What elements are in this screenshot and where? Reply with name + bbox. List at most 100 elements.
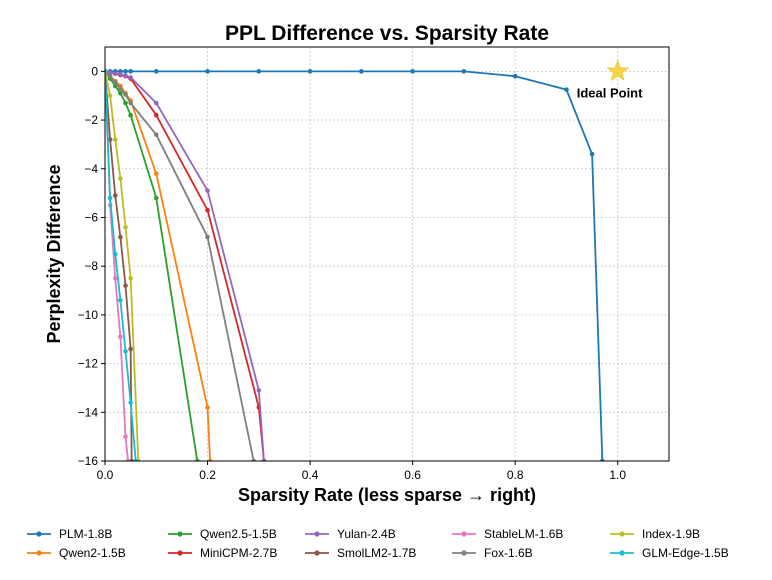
legend-item-glm-edge-1-5b: GLM-Edge-1.5B <box>610 546 729 560</box>
legend-item-plm-1-8b: PLM-1.8B <box>27 527 112 541</box>
data-point <box>205 69 210 74</box>
legend-item-qwen2-1-5b: Qwen2-1.5B <box>27 546 126 560</box>
legend-marker <box>461 550 467 556</box>
legend-label: Fox-1.6B <box>484 546 533 560</box>
y-tick-label: −12 <box>78 357 99 371</box>
data-point <box>107 93 113 99</box>
legend-label: StableLM-1.6B <box>484 527 563 541</box>
data-point <box>128 400 133 405</box>
legend-label: MiniCPM-2.7B <box>200 546 277 560</box>
data-point <box>125 458 131 461</box>
data-point <box>205 405 210 410</box>
y-tick-label: −14 <box>78 405 99 419</box>
legend-item-index-1-9b: Index-1.9B <box>610 527 700 541</box>
x-tick-label: 1.0 <box>609 468 626 482</box>
series-line-fox-1-6b <box>105 70 255 461</box>
data-point <box>123 73 128 79</box>
data-point <box>205 188 210 193</box>
legend-label: Index-1.9B <box>642 527 700 541</box>
data-point <box>194 458 200 461</box>
data-point <box>107 137 113 142</box>
y-tick-label: −8 <box>84 259 98 273</box>
data-point <box>105 69 108 74</box>
data-point <box>205 234 210 240</box>
data-point <box>128 75 133 80</box>
data-point <box>410 69 415 74</box>
legend-label: SmolLM2-1.7B <box>337 546 416 560</box>
legend-item-smollm2-1-7b: SmolLM2-1.7B <box>305 546 416 560</box>
data-point <box>118 297 123 303</box>
y-tick-label: −10 <box>78 308 99 322</box>
legend-item-minicpm-2-7b: MiniCPM-2.7B <box>168 546 277 560</box>
legend-marker <box>36 550 42 556</box>
legend: PLM-1.8B Qwen2-1.5B Qwen2.5-1.5B MiniCPM-2.… <box>27 527 729 560</box>
y-tick-label: −6 <box>84 210 98 224</box>
data-point <box>564 87 569 92</box>
data-point <box>251 458 256 461</box>
legend-label: Qwen2.5-1.5B <box>200 527 277 541</box>
series-fox-1-6b <box>105 69 256 461</box>
data-point <box>107 73 113 79</box>
legend-marker <box>314 550 320 556</box>
data-point <box>133 458 139 461</box>
data-point <box>128 100 133 106</box>
data-point <box>128 69 133 74</box>
y-axis-label: Perplexity Difference <box>44 164 64 343</box>
data-point <box>153 171 159 176</box>
legend-label: PLM-1.8B <box>59 527 112 541</box>
data-point <box>600 458 605 461</box>
legend-item-fox-1-6b: Fox-1.6B <box>452 546 533 560</box>
y-tick-label: −16 <box>78 454 99 468</box>
legend-item-yulan-2-4b: Yulan-2.4B <box>305 527 396 541</box>
grid <box>104 47 669 462</box>
data-point <box>589 151 595 157</box>
data-point <box>112 80 118 85</box>
data-point <box>153 132 159 137</box>
x-tick-label: 0.0 <box>97 468 114 482</box>
data-point <box>112 251 118 257</box>
data-point <box>123 100 128 106</box>
legend-item-stablelm-1-6b: StableLM-1.6B <box>452 527 563 541</box>
ideal-point-label: Ideal Point <box>577 85 643 100</box>
data-point <box>118 234 123 240</box>
data-point <box>261 458 267 461</box>
data-point <box>123 69 128 74</box>
legend-label: Yulan-2.4B <box>337 527 396 541</box>
data-point <box>123 283 128 288</box>
legend-label: GLM-Edge-1.5B <box>642 546 729 560</box>
data-point <box>123 224 128 230</box>
data-point <box>107 70 113 75</box>
data-point <box>118 334 123 340</box>
y-tick-label: 0 <box>91 64 98 78</box>
x-tick-label: 0.8 <box>507 468 524 482</box>
data-point <box>153 100 159 106</box>
annotation: Ideal Point <box>577 59 643 100</box>
x-axis-label: Sparsity Rate (less sparse → right) <box>238 485 536 505</box>
data-point <box>207 458 213 461</box>
data-point <box>128 346 133 352</box>
y-tick-label: −2 <box>84 113 98 127</box>
data-point <box>112 193 118 198</box>
data-point <box>461 69 467 74</box>
series-smollm2-1-7b <box>105 69 134 461</box>
series-glm-edge-1-5b <box>105 69 139 461</box>
data-point <box>307 69 313 74</box>
data-point <box>205 207 210 213</box>
legend-marker <box>36 531 42 537</box>
data-point <box>112 71 118 77</box>
data-point <box>256 388 262 393</box>
data-point <box>123 349 128 354</box>
data-point <box>123 92 128 97</box>
data-point <box>153 112 159 118</box>
legend-marker <box>619 531 625 537</box>
data-point <box>112 137 118 142</box>
data-point <box>128 112 133 118</box>
data-point <box>118 176 123 181</box>
data-point <box>129 458 134 461</box>
ideal-point-star-icon <box>606 59 630 81</box>
legend-marker <box>177 531 183 537</box>
chart-title: PPL Difference vs. Sparsity Rate <box>225 22 549 45</box>
data-point <box>112 276 118 281</box>
